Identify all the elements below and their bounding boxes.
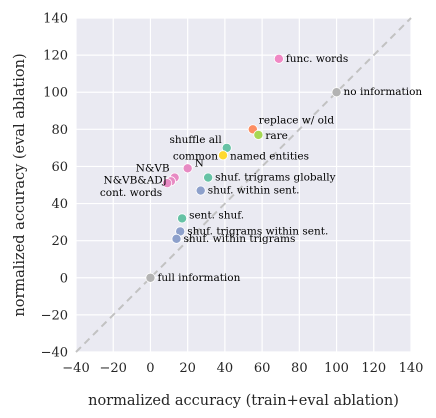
x-tick-label: 80 (291, 361, 308, 376)
x-tick-label: 0 (146, 361, 154, 376)
data-point (218, 150, 229, 161)
y-tick-label: 100 (43, 86, 68, 101)
y-tick-label: 120 (43, 49, 68, 64)
y-tick-label: −40 (41, 346, 68, 361)
data-point (177, 213, 188, 224)
data-point (182, 163, 193, 174)
point-label: named entities (230, 150, 309, 162)
point-label: func. words (286, 53, 348, 65)
point-label: common (173, 150, 218, 162)
x-tick-label: −20 (100, 361, 127, 376)
point-label: rare (265, 130, 288, 142)
data-point (253, 129, 264, 140)
x-tick-label: 60 (254, 361, 271, 376)
data-points (145, 53, 342, 283)
diagonal-reference-line (75, 17, 412, 353)
point-label: shuf. within sent. (208, 185, 300, 197)
data-point (203, 172, 214, 183)
x-axis-title: normalized accuracy (train+eval ablation… (88, 393, 399, 409)
point-label: cont. words (100, 187, 162, 199)
y-tick-label: 40 (51, 197, 68, 212)
y-tick-label: 80 (51, 123, 68, 138)
data-point (273, 53, 284, 64)
y-tick-label: 20 (51, 234, 68, 249)
x-tick-label: −40 (62, 361, 89, 376)
y-tick-labels: −40 −20 0 20 40 60 80 100 120 140 (41, 12, 68, 361)
point-label: shuffle all (169, 134, 222, 146)
point-label: N&VB (136, 163, 170, 175)
point-label: N (195, 157, 204, 169)
y-tick-label: 0 (60, 271, 68, 286)
point-labels: func. words no information replace w/ old r… (100, 53, 423, 284)
y-tick-label: 140 (43, 12, 68, 27)
point-label: full information (157, 272, 240, 284)
x-tick-label: 40 (217, 361, 234, 376)
data-point (195, 185, 206, 196)
x-tick-labels: −40 −20 0 20 40 60 80 100 120 140 (62, 361, 423, 376)
data-point (331, 87, 342, 98)
x-tick-label: 140 (399, 361, 424, 376)
point-label: shuf. within trigrams (184, 233, 296, 245)
point-label: no information (344, 86, 423, 98)
y-tick-label: −20 (41, 308, 68, 323)
x-tick-label: 100 (324, 361, 349, 376)
point-label: shuf. trigrams within sent. (187, 225, 328, 237)
point-label: sent. shuf. (189, 209, 244, 221)
point-label: N&VB&ADJ (104, 174, 167, 186)
x-tick-label: 20 (179, 361, 196, 376)
point-label: shuf. trigrams globally (215, 172, 335, 184)
data-point (145, 272, 156, 283)
y-axis-title: normalized accuracy (eval ablation) (12, 53, 28, 316)
point-label: replace w/ old (259, 114, 335, 126)
x-tick-label: 120 (361, 361, 386, 376)
y-tick-label: 60 (51, 160, 68, 175)
data-point (162, 178, 173, 189)
data-point (171, 233, 182, 244)
grid (75, 17, 412, 353)
